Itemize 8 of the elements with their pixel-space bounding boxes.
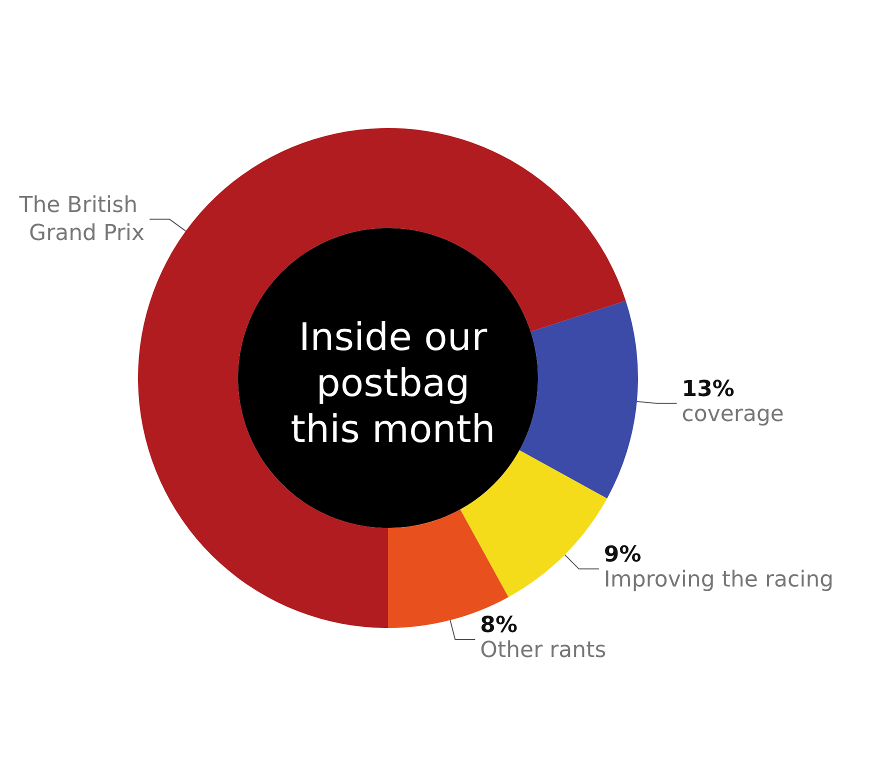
slice-label: Improving the racing — [604, 567, 834, 592]
slice-label: The British Grand Prix — [18, 192, 145, 246]
data-label: 13% — [682, 376, 734, 402]
slice-label: coverage — [682, 402, 784, 427]
slice-label: Other rants — [480, 638, 606, 664]
data-label: 8% — [480, 613, 518, 638]
text: Inside our postbag this month — [290, 315, 496, 451]
data-label: 9% — [604, 542, 642, 568]
